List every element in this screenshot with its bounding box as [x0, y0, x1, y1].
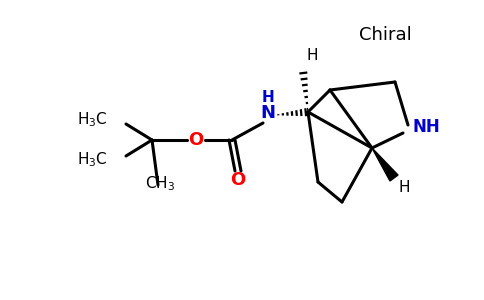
- Polygon shape: [372, 148, 398, 181]
- Text: H$_3$C: H$_3$C: [77, 151, 108, 169]
- Text: H$_3$C: H$_3$C: [77, 111, 108, 129]
- Text: H: H: [306, 49, 318, 64]
- Text: N: N: [260, 104, 275, 122]
- Text: CH$_3$: CH$_3$: [145, 174, 175, 193]
- Text: NH: NH: [413, 118, 441, 136]
- Text: Chiral: Chiral: [359, 26, 411, 44]
- Text: H: H: [398, 181, 410, 196]
- Text: H: H: [262, 91, 274, 106]
- Text: O: O: [188, 131, 204, 149]
- Text: O: O: [230, 171, 245, 189]
